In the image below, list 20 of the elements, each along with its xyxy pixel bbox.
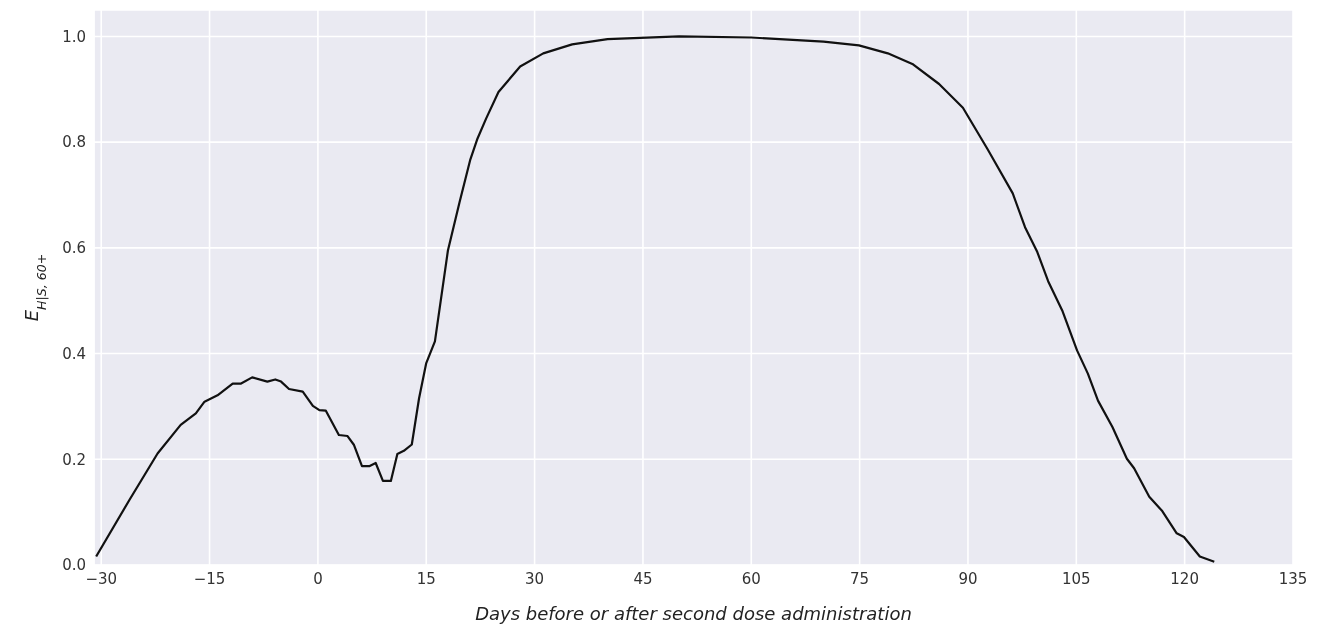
y-tick-label: 0.8: [62, 133, 86, 152]
x-tick-label: −30: [85, 569, 118, 588]
x-tick-label: 60: [741, 569, 761, 588]
y-tick-label: 0.0: [62, 556, 86, 575]
x-axis-title: Days before or after second dose administration: [475, 603, 912, 624]
x-tick-label: 75: [850, 569, 870, 588]
x-tick-label: 0: [313, 569, 323, 588]
x-tick-label: −15: [193, 569, 226, 588]
y-tick-label: 1.0: [62, 27, 86, 46]
y-tick-label: 0.4: [62, 344, 86, 363]
x-tick-label: 120: [1170, 569, 1199, 588]
x-tick-label: 90: [958, 569, 978, 588]
y-tick-label: 0.6: [62, 239, 86, 258]
x-tick-label: 45: [633, 569, 653, 588]
x-tick-label: 105: [1061, 569, 1091, 588]
y-tick-label: 0.2: [62, 450, 86, 469]
x-tick-label: 135: [1278, 569, 1308, 588]
x-tick-label: 15: [416, 569, 436, 588]
x-tick-label: 30: [525, 569, 545, 588]
line-series: [95, 35, 1216, 563]
